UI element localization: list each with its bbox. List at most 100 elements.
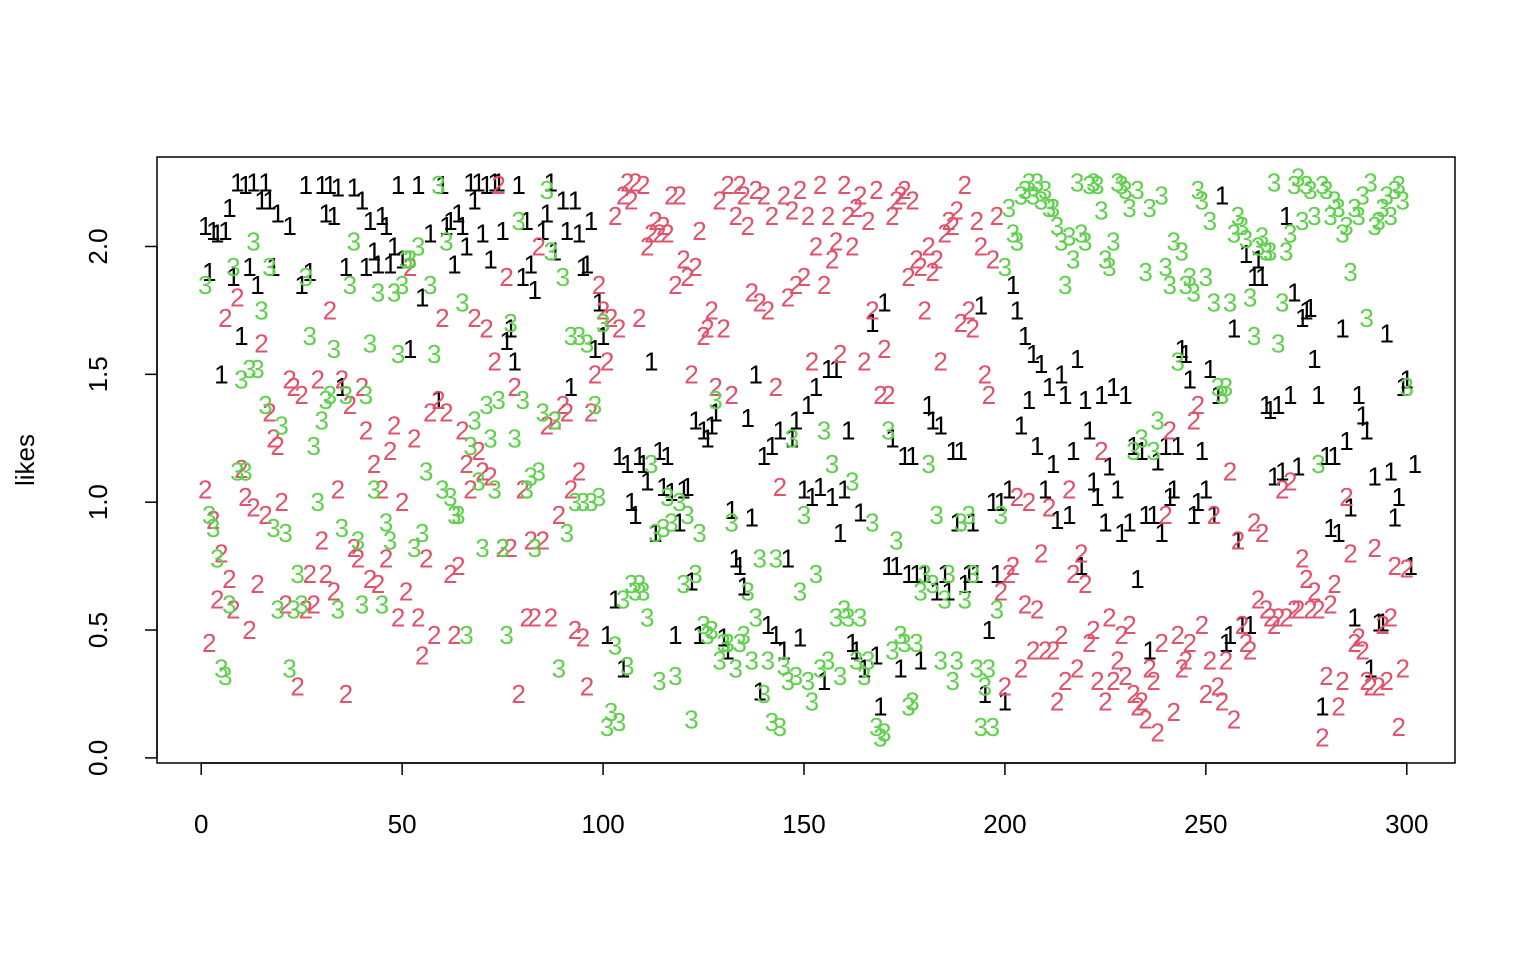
data-point-group-2: 2 <box>399 577 413 607</box>
data-point-group-2: 2 <box>1054 620 1068 650</box>
data-point-group-2: 2 <box>1363 671 1377 701</box>
data-point-group-2: 2 <box>724 380 738 410</box>
data-point-group-1: 1 <box>857 653 871 683</box>
data-point-group-2: 2 <box>692 216 706 246</box>
data-point-group-1: 1 <box>214 359 228 389</box>
data-point-group-2: 2 <box>905 185 919 215</box>
data-point-group-1: 1 <box>439 211 453 241</box>
data-point-group-3: 3 <box>1351 201 1365 231</box>
data-point-group-1: 1 <box>813 472 827 502</box>
data-point-group-2: 2 <box>487 347 501 377</box>
data-point-group-3: 3 <box>825 449 839 479</box>
y-tick-label: 1.0 <box>83 484 113 520</box>
data-point-group-2: 2 <box>548 405 562 435</box>
data-point-group-3: 3 <box>925 569 939 599</box>
data-point-group-1: 1 <box>238 170 252 200</box>
data-point-group-2: 2 <box>917 295 931 325</box>
data-point-group-1: 1 <box>495 216 509 246</box>
data-point-group-3: 3 <box>584 487 598 517</box>
data-point-group-2: 2 <box>459 449 473 479</box>
data-point-group-2: 2 <box>1146 666 1160 696</box>
data-point-group-1: 1 <box>777 635 791 665</box>
data-point-group-2: 2 <box>953 308 967 338</box>
data-point-group-3: 3 <box>210 543 224 573</box>
data-point-group-2: 2 <box>431 385 445 415</box>
data-point-group-2: 2 <box>962 295 976 325</box>
data-point-group-1: 1 <box>600 620 614 650</box>
data-point-group-2: 2 <box>648 206 662 236</box>
data-point-group-2: 2 <box>664 180 678 210</box>
data-point-group-1: 1 <box>1086 467 1100 497</box>
data-point-group-2: 2 <box>1187 405 1201 435</box>
data-point-group-2: 2 <box>1231 526 1245 556</box>
data-point-group-2: 2 <box>949 196 963 226</box>
data-point-group-2: 2 <box>1134 687 1148 717</box>
data-point-group-2: 2 <box>479 313 493 343</box>
data-point-group-2: 2 <box>375 474 389 504</box>
data-point-group-1: 1 <box>1215 180 1229 210</box>
data-point-group-3: 3 <box>1074 219 1088 249</box>
data-point-group-3: 3 <box>833 661 847 691</box>
data-point-group-2: 2 <box>1150 717 1164 747</box>
data-point-group-3: 3 <box>612 707 626 737</box>
data-point-group-2: 2 <box>1311 595 1325 625</box>
data-point-group-3: 3 <box>797 500 811 530</box>
data-point-group-2: 2 <box>1375 610 1389 640</box>
data-point-group-2: 2 <box>1255 518 1269 548</box>
data-point-group-3: 3 <box>749 602 763 632</box>
data-point-group-1: 1 <box>580 249 594 279</box>
data-point-group-2: 2 <box>1371 671 1385 701</box>
data-point-group-3: 3 <box>1243 283 1257 313</box>
data-point-group-3: 3 <box>323 380 337 410</box>
data-point-group-1: 1 <box>1183 364 1197 394</box>
data-point-group-3: 3 <box>897 628 911 658</box>
data-point-group-3: 3 <box>1247 321 1261 351</box>
data-point-group-1: 1 <box>1351 380 1365 410</box>
data-point-group-1: 1 <box>210 219 224 249</box>
data-point-group-3: 3 <box>282 653 296 683</box>
data-point-group-1: 1 <box>740 403 754 433</box>
data-point-group-1: 1 <box>845 628 859 658</box>
data-point-group-1: 1 <box>724 495 738 525</box>
data-point-group-3: 3 <box>471 467 485 497</box>
data-point-group-3: 3 <box>1175 237 1189 267</box>
y-axis-label: likes <box>10 434 40 486</box>
data-point-group-1: 1 <box>1227 313 1241 343</box>
data-point-group-1: 1 <box>837 474 851 504</box>
data-point-group-1: 1 <box>873 692 887 722</box>
data-point-group-1: 1 <box>608 584 622 614</box>
data-point-group-2: 2 <box>636 170 650 200</box>
data-point-group-1: 1 <box>1251 244 1265 274</box>
data-point-group-1: 1 <box>1010 295 1024 325</box>
data-point-group-1: 1 <box>315 170 329 200</box>
data-point-group-3: 3 <box>423 270 437 300</box>
data-point-group-3: 3 <box>250 354 264 384</box>
data-point-group-2: 2 <box>262 398 276 428</box>
data-point-group-3: 3 <box>1367 211 1381 241</box>
data-point-group-1: 1 <box>1150 446 1164 476</box>
data-point-group-3: 3 <box>286 595 300 625</box>
data-point-group-2: 2 <box>355 372 369 402</box>
data-point-group-3: 3 <box>238 457 252 487</box>
data-point-group-1: 1 <box>994 487 1008 517</box>
data-point-group-1: 1 <box>487 168 501 198</box>
data-point-group-3: 3 <box>311 487 325 517</box>
data-point-group-3: 3 <box>1315 170 1329 200</box>
data-point-group-3: 3 <box>1146 436 1160 466</box>
data-point-group-2: 2 <box>423 398 437 428</box>
data-point-group-1: 1 <box>234 321 248 351</box>
data-point-group-2: 2 <box>483 462 497 492</box>
data-point-group-1: 1 <box>1408 449 1422 479</box>
data-point-group-1: 1 <box>1118 380 1132 410</box>
data-point-group-3: 3 <box>479 390 493 420</box>
data-point-group-3: 3 <box>849 646 863 676</box>
data-point-group-2: 2 <box>1303 595 1317 625</box>
data-point-group-3: 3 <box>990 595 1004 625</box>
data-point-group-3: 3 <box>1130 175 1144 205</box>
data-point-group-2: 2 <box>994 577 1008 607</box>
data-point-group-1: 1 <box>1379 318 1393 348</box>
data-point-group-3: 3 <box>226 252 240 282</box>
data-point-group-1: 1 <box>893 653 907 683</box>
data-point-group-1: 1 <box>206 216 220 246</box>
